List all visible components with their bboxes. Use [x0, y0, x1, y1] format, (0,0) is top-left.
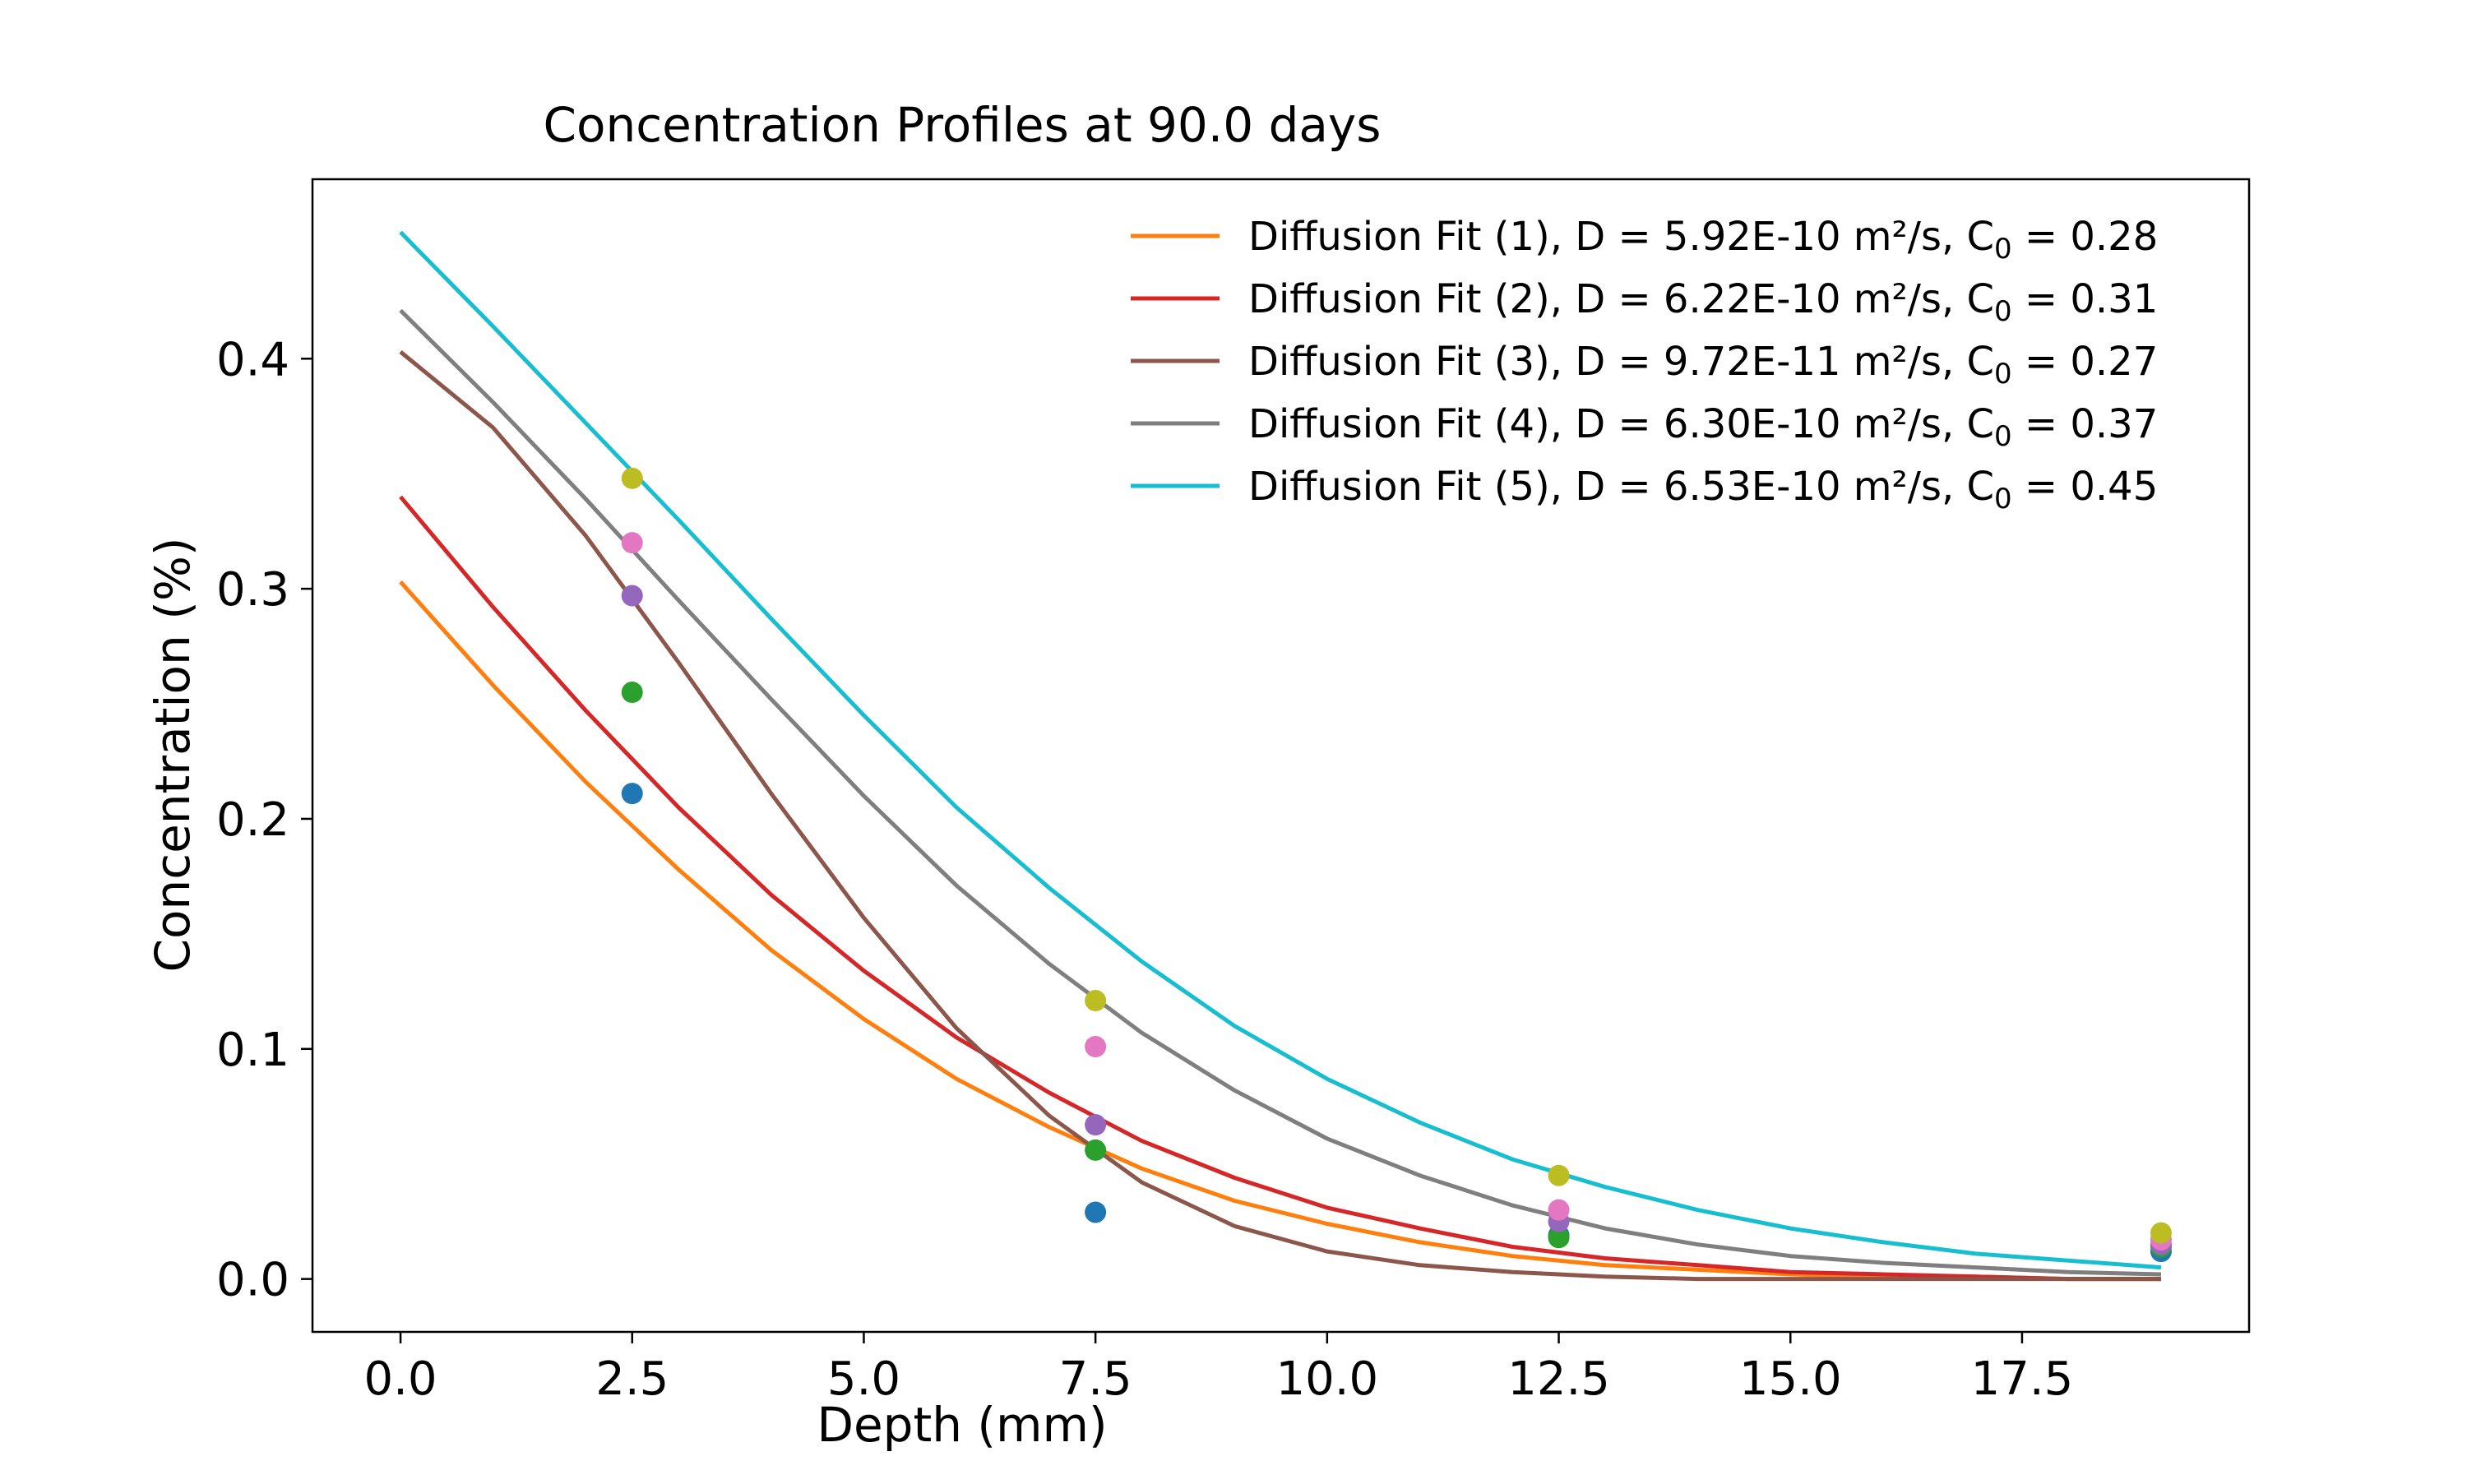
data-point-4: [621, 532, 643, 554]
legend-entry-4: Diffusion Fit (4), D = 6.30E-10 m²/s, C0…: [1248, 401, 2158, 453]
x-axis-label: Depth (mm): [817, 1397, 1107, 1453]
y-axis-label: Concentration (%): [145, 537, 201, 972]
data-point-2: [621, 682, 643, 704]
x-axis-ticks: 0.0 2.5 5.0 7.5 10.0 12.5 15.0 17.5: [364, 1332, 2074, 1406]
fit-line-2: [399, 495, 2161, 1282]
fit-line-3: [399, 349, 2161, 1282]
y-tick-label: 0.0: [216, 1254, 289, 1307]
x-tick-label: 15.0: [1739, 1352, 1842, 1406]
legend: Diffusion Fit (1), D = 5.92E-10 m²/s, C0…: [1131, 214, 2158, 515]
x-tick-label: 5.0: [827, 1352, 900, 1406]
fit-line-1: [399, 580, 2161, 1282]
y-tick-label: 0.3: [216, 563, 289, 617]
data-point-2: [1548, 1227, 1570, 1249]
data-point-3: [621, 585, 643, 607]
x-tick-label: 2.5: [595, 1352, 669, 1406]
y-tick-label: 0.2: [216, 793, 289, 847]
legend-entry-2: Diffusion Fit (2), D = 6.22E-10 m²/s, C0…: [1248, 276, 2158, 328]
plot-frame: [311, 178, 2251, 1334]
y-tick-label: 0.4: [216, 333, 289, 386]
data-point-5: [1548, 1164, 1570, 1186]
y-tick-label: 0.1: [216, 1024, 289, 1077]
legend-entry-3: Diffusion Fit (3), D = 9.72E-11 m²/s, C0…: [1248, 339, 2158, 391]
data-point-2: [1085, 1139, 1107, 1161]
data-point-5: [2150, 1222, 2172, 1244]
plot-area: [399, 230, 2172, 1282]
legend-entry-5: Diffusion Fit (5), D = 6.53E-10 m²/s, C0…: [1248, 464, 2158, 515]
data-point-1: [621, 783, 643, 805]
chart-title: Concentration Profiles at 90.0 days: [544, 97, 1382, 153]
data-point-4: [1548, 1199, 1570, 1221]
y-axis-ticks: 0.0 0.1 0.2 0.3 0.4: [216, 333, 312, 1307]
data-point-1: [1085, 1201, 1107, 1223]
x-tick-label: 0.0: [364, 1352, 437, 1406]
data-point-5: [621, 467, 643, 489]
x-tick-label: 7.5: [1059, 1352, 1132, 1406]
data-point-4: [1085, 1035, 1107, 1057]
x-tick-label: 12.5: [1507, 1352, 1610, 1406]
x-tick-label: 10.0: [1275, 1352, 1378, 1406]
fit-line-5: [399, 230, 2162, 1270]
data-point-5: [1085, 990, 1107, 1012]
x-tick-label: 17.5: [1971, 1352, 2074, 1406]
legend-entry-1: Diffusion Fit (1), D = 5.92E-10 m²/s, C0…: [1248, 214, 2158, 266]
data-point-3: [1085, 1114, 1107, 1136]
fit-line-4: [399, 308, 2162, 1277]
